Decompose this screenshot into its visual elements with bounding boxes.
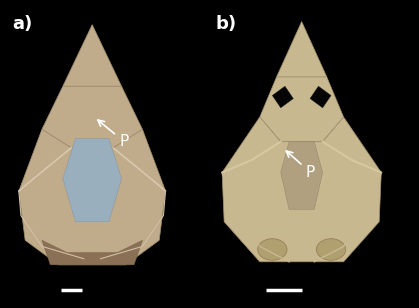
- Circle shape: [316, 239, 346, 260]
- Text: a): a): [13, 15, 33, 33]
- Polygon shape: [222, 117, 381, 262]
- Polygon shape: [42, 240, 142, 265]
- Polygon shape: [42, 86, 142, 148]
- Text: P: P: [98, 120, 129, 149]
- Polygon shape: [260, 77, 344, 142]
- Circle shape: [258, 239, 287, 260]
- Polygon shape: [63, 25, 122, 86]
- Polygon shape: [63, 139, 122, 222]
- Polygon shape: [281, 142, 323, 209]
- Polygon shape: [310, 86, 331, 108]
- Polygon shape: [19, 129, 166, 265]
- Polygon shape: [277, 22, 327, 77]
- Text: P: P: [286, 151, 315, 180]
- Polygon shape: [272, 86, 293, 108]
- Text: b): b): [216, 15, 237, 33]
